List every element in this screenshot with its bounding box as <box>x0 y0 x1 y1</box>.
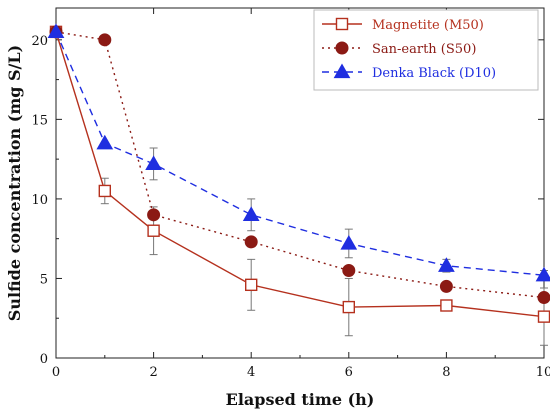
y-tick-label: 0 <box>40 352 48 367</box>
x-axis-title: Elapsed time (h) <box>226 390 375 409</box>
data-point <box>98 184 112 198</box>
data-point <box>147 208 161 222</box>
legend: Magnetite (M50) San-earth (S50) Denka Blac… <box>313 9 539 91</box>
data-point <box>440 299 453 312</box>
x-tick-label: 8 <box>442 365 450 380</box>
legend-item: Denka Black (D10) <box>322 63 496 81</box>
y-tick-label: 5 <box>40 272 48 287</box>
x-tick-label: 10 <box>536 365 550 380</box>
data-point <box>244 278 258 292</box>
legend-item: San-earth (S50) <box>322 41 476 57</box>
x-tick-label: 0 <box>52 365 60 380</box>
data-point <box>535 266 550 282</box>
data-point <box>242 206 260 221</box>
data-point <box>537 291 550 305</box>
y-tick-label: 10 <box>31 193 48 208</box>
legend-marker <box>335 17 349 31</box>
legend-label: Magnetite (M50) <box>372 18 484 33</box>
data-point <box>96 134 114 150</box>
data-point <box>340 234 358 250</box>
legend-items: Magnetite (M50) San-earth (S50) Denka Blac… <box>322 17 496 81</box>
legend-label: Denka Black (D10) <box>372 66 496 81</box>
legend-marker <box>333 63 351 79</box>
x-tick-label: 4 <box>247 365 255 380</box>
legend-marker <box>335 41 349 55</box>
y-axis-title: Sulfide concentration (mg S/L) <box>5 45 24 321</box>
legend-item: Magnetite (M50) <box>322 17 484 33</box>
data-point <box>342 300 355 314</box>
data-point <box>98 33 112 47</box>
data-point <box>147 224 160 237</box>
data-point <box>342 264 356 277</box>
data-point <box>47 23 65 38</box>
x-tick-label: 6 <box>345 365 353 380</box>
x-tick-label: 2 <box>149 365 157 380</box>
y-tick-label: 15 <box>31 113 48 128</box>
data-point <box>537 310 550 323</box>
data-point <box>439 279 453 293</box>
y-tick-label: 20 <box>31 34 48 49</box>
data-point <box>145 155 162 171</box>
series-2 <box>47 23 550 282</box>
legend-label: San-earth (S50) <box>372 42 476 57</box>
data-point <box>244 235 258 249</box>
data-point <box>438 257 455 272</box>
series-layer <box>47 23 550 346</box>
